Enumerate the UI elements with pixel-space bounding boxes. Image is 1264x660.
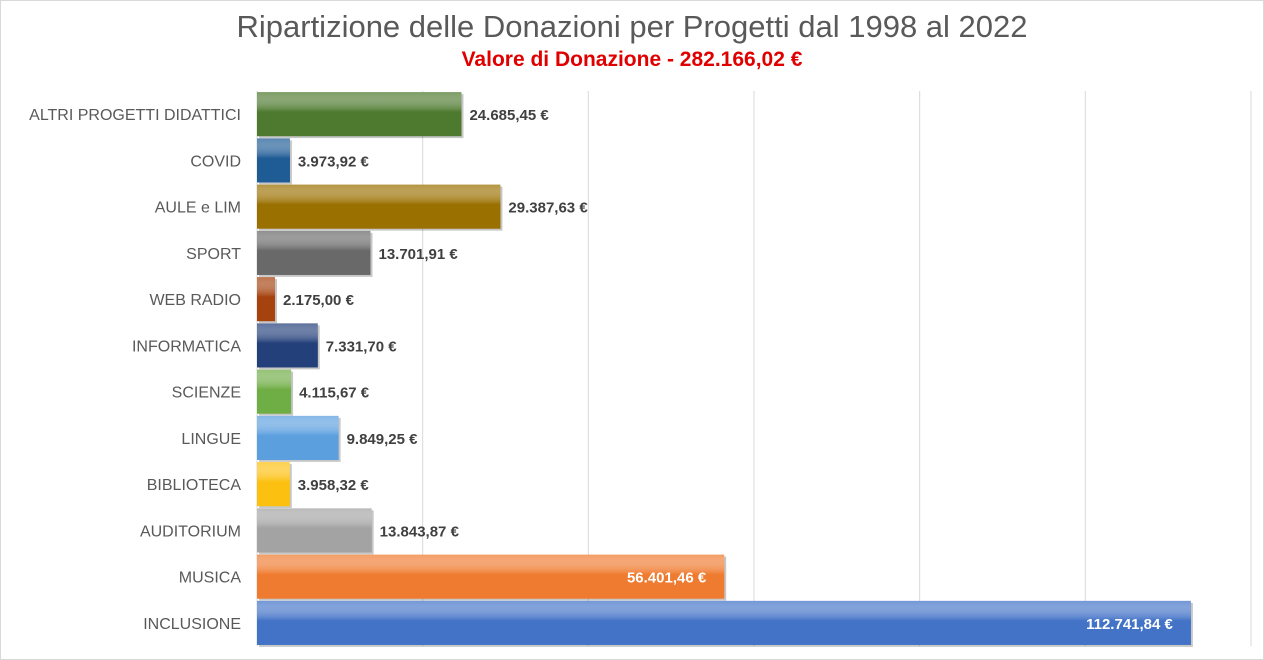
bar-gloss [257, 230, 371, 275]
category-label: COVID [190, 153, 241, 170]
value-label: 56.401,46 € [627, 570, 707, 587]
bar-gloss [257, 600, 1191, 645]
value-label: 13.701,91 € [378, 246, 458, 263]
value-label: 29.387,63 € [508, 200, 588, 217]
value-label: 7.331,70 € [326, 338, 398, 355]
category-label: SCIENZE [172, 385, 241, 402]
category-label: INCLUSIONE [143, 616, 241, 633]
value-label: 13.843,87 € [380, 523, 460, 540]
value-label: 3.973,92 € [298, 153, 370, 170]
category-label: LINGUE [181, 431, 241, 448]
category-label: WEB RADIO [149, 292, 241, 309]
bar-gloss [257, 92, 462, 137]
chart-subtitle: Valore di Donazione - 282.166,02 € [461, 48, 803, 71]
bar-gloss [257, 184, 501, 229]
value-label: 24.685,45 € [469, 107, 549, 124]
bar-gloss [257, 415, 339, 460]
category-label: BIBLIOTECA [147, 477, 242, 494]
bar-gloss [257, 462, 290, 507]
bar-gloss [257, 138, 290, 183]
value-label: 3.958,32 € [298, 477, 370, 494]
chart-title: Ripartizione delle Donazioni per Progett… [236, 9, 1028, 44]
value-label: 2.175,00 € [283, 292, 355, 309]
bar-gloss [257, 277, 276, 322]
bar-gloss [257, 323, 318, 368]
category-label: SPORT [186, 246, 241, 263]
bar-gloss [257, 554, 725, 599]
category-label: INFORMATICA [132, 338, 241, 355]
bar-gloss [257, 369, 292, 414]
category-label: AUDITORIUM [140, 523, 241, 540]
category-label: ALTRI PROGETTI DIDATTICI [29, 107, 241, 124]
value-label: 112.741,84 € [1086, 616, 1173, 633]
category-label: MUSICA [179, 570, 242, 587]
value-label: 4.115,67 € [299, 385, 370, 402]
value-label: 9.849,25 € [347, 431, 419, 448]
bar-gloss [257, 508, 372, 553]
category-label: AULE e LIM [155, 200, 241, 217]
